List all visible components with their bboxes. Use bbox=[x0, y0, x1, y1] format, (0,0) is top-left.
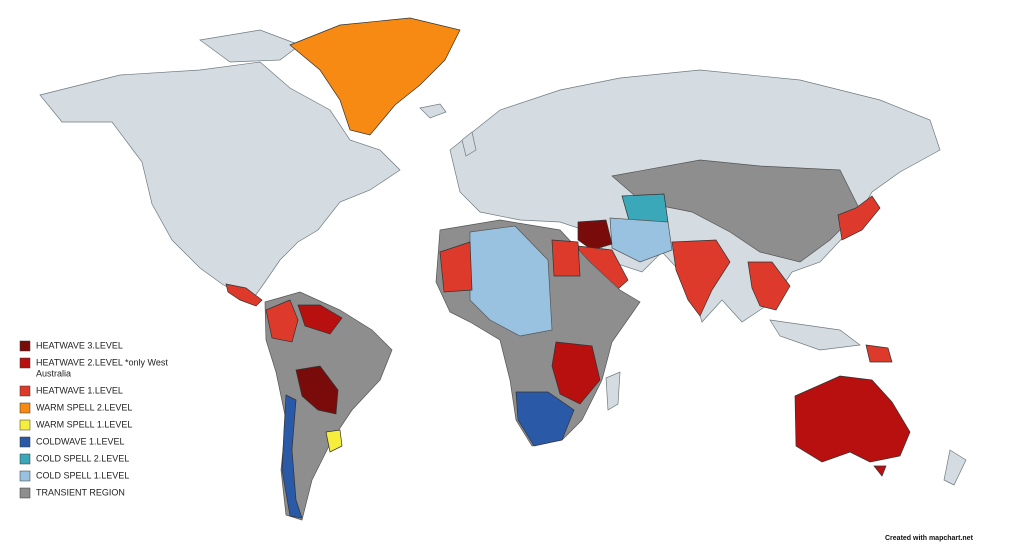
bolivia-paraguay bbox=[295, 365, 339, 415]
credit: Created with mapchart.net bbox=[885, 535, 974, 542]
legend-label: WARM SPELL 2.LEVEL bbox=[36, 402, 132, 412]
legend-label: COLD SPELL 2.LEVEL bbox=[36, 453, 129, 463]
iraq-syria bbox=[577, 219, 613, 251]
legend-label: WARM SPELL 1.LEVEL bbox=[36, 419, 132, 429]
indonesia bbox=[769, 319, 861, 351]
tasmania bbox=[873, 465, 887, 477]
legend-swatch bbox=[19, 470, 31, 482]
legend-swatch bbox=[19, 402, 31, 414]
legend-label: HEATWAVE 3.LEVEL bbox=[36, 340, 123, 350]
legend-label: TRANSIENT REGION bbox=[36, 487, 125, 497]
legend-swatch bbox=[19, 487, 31, 499]
egypt bbox=[551, 239, 581, 277]
australia bbox=[794, 375, 911, 463]
central-asia-china bbox=[611, 159, 861, 263]
greenland bbox=[289, 17, 461, 136]
colombia bbox=[265, 299, 299, 343]
madagascar bbox=[605, 371, 621, 411]
japan-korea bbox=[837, 195, 881, 241]
southeast-africa bbox=[551, 341, 601, 405]
legend-label: COLDWAVE 1.LEVEL bbox=[36, 436, 125, 446]
morocco-sahara bbox=[439, 241, 473, 293]
north-america bbox=[39, 61, 401, 297]
legend-label: HEATWAVE 2.LEVEL *only West bbox=[36, 357, 168, 367]
legend: HEATWAVE 3.LEVEL HEATWAVE 2.LEVEL *only W… bbox=[19, 340, 168, 499]
new-zealand bbox=[943, 449, 967, 486]
chile bbox=[281, 394, 303, 519]
uruguay bbox=[325, 429, 343, 453]
southern-africa bbox=[515, 391, 575, 447]
legend-label: HEATWAVE 1.LEVEL bbox=[36, 385, 123, 395]
legend-swatch bbox=[19, 357, 31, 369]
legend-swatch bbox=[19, 340, 31, 352]
central-america bbox=[225, 283, 263, 307]
legend-label: COLD SPELL 1.LEVEL bbox=[36, 470, 129, 480]
southeast-asia bbox=[747, 261, 791, 311]
papua bbox=[865, 344, 893, 363]
legend-swatch bbox=[19, 419, 31, 431]
legend-swatch bbox=[19, 453, 31, 465]
iceland bbox=[419, 103, 447, 119]
india bbox=[671, 239, 731, 317]
uk bbox=[461, 131, 477, 157]
legend-swatch bbox=[19, 385, 31, 397]
canada-islands bbox=[199, 29, 301, 63]
west-africa bbox=[469, 225, 553, 337]
legend-swatch bbox=[19, 436, 31, 448]
legend-label: Australia bbox=[36, 368, 71, 378]
venezuela-guyana bbox=[297, 304, 343, 335]
